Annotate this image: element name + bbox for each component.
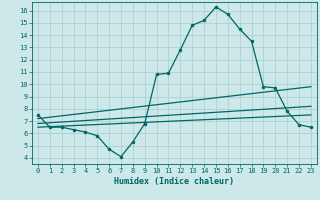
X-axis label: Humidex (Indice chaleur): Humidex (Indice chaleur)	[115, 177, 234, 186]
